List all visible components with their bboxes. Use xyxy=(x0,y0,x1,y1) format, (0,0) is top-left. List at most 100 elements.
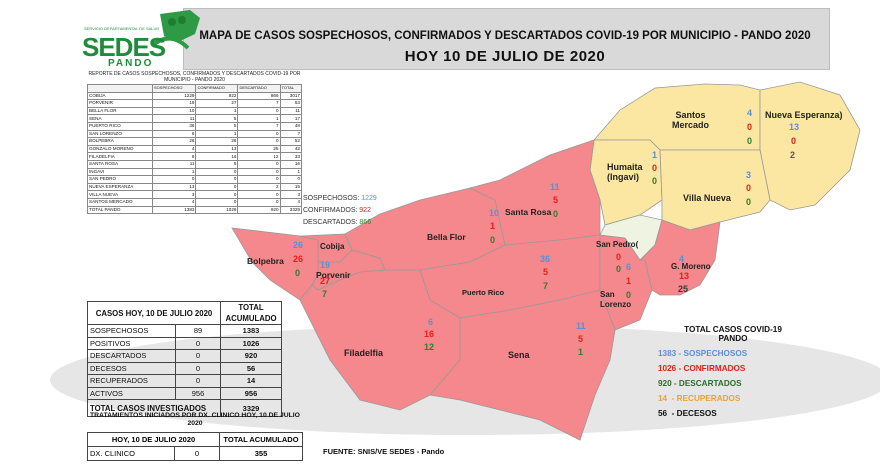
humaita-descartados: 0 xyxy=(652,176,658,186)
sanlorenzo-confirmados: 1 xyxy=(626,276,632,286)
table-row: DESCARTADOS 0 920 xyxy=(87,349,282,363)
table-row: TOTAL PANDO 1383 1026 920 3329 xyxy=(87,205,302,215)
table-header: HOY, 10 DE JULIO 2020 TOTAL ACUMULADO xyxy=(87,432,303,447)
region-g-moreno[interactable] xyxy=(639,219,721,296)
bolpebra-confirmados: 26 xyxy=(293,254,304,264)
puertorico-confirmados: 5 xyxy=(543,267,549,277)
cobija-legend-descartados: DESCARTADOS: 866 xyxy=(303,219,372,226)
legend-item: 1026 - CONFIRMADOS xyxy=(658,364,746,373)
label-filadelfia: Filadelfia xyxy=(344,348,384,358)
table-row: SENA 11 5 1 17 xyxy=(87,114,302,123)
report-table: REPORTE DE CASOS SOSPECHOSOS, CONFIRMADO… xyxy=(87,71,302,215)
table-header: SOSPECHOSO CONFIRMADO DESCARTADO TOTAL xyxy=(87,84,302,93)
map-title: MAPA DE CASOS SOSPECHOSOS, CONFIRMADOS Y… xyxy=(199,30,811,42)
treatment-title: TRATAMIENTOS INICIADOS POR DX. CLINICO H… xyxy=(90,412,300,427)
label-humaita: Humaita (Ingavi) xyxy=(607,162,643,182)
bellaflor-sospechosos: 10 xyxy=(489,208,500,218)
table-row: NUEVA ESPERANZA 13 0 2 15 xyxy=(87,182,302,192)
table-row: DECESOS 0 56 xyxy=(87,361,282,375)
bolpebra-descartados: 0 xyxy=(295,268,301,278)
region-nueva-esperanza[interactable] xyxy=(759,81,861,211)
table-row: SANTOS MERCADO 4 0 0 4 xyxy=(87,197,302,207)
villanueva-descartados: 0 xyxy=(746,197,752,207)
logo-sub: PANDO xyxy=(108,58,154,69)
sedes-logo: SERVICIO DEPARTAMENTAL DE SALUD SEDES PA… xyxy=(60,8,210,70)
sena-descartados: 1 xyxy=(578,347,584,357)
label-bolpebra: Bolpebra xyxy=(247,256,284,266)
region-filadelfia[interactable] xyxy=(299,269,461,411)
sanpedro-confirmados: 0 xyxy=(616,252,622,262)
table-row: VILLA NUEVA 3 0 0 3 xyxy=(87,190,302,199)
report-table-grid: SOSPECHOSO CONFIRMADO DESCARTADO TOTAL C… xyxy=(87,84,302,215)
region-sena[interactable] xyxy=(429,289,616,441)
legend-item: 920 - DESCARTADOS xyxy=(658,379,742,388)
label-nueva-esperanza: Nueva Esperanza) xyxy=(765,110,843,120)
porvenir-confirmados: 27 xyxy=(320,276,331,286)
table-row: SAN PEDRO 0 0 0 0 xyxy=(87,175,302,184)
santosmercado-descartados: 0 xyxy=(747,136,753,146)
totals-legend-title: TOTAL CASOS COVID-19 xyxy=(684,325,782,334)
label-cobija: Cobija xyxy=(320,242,345,251)
sena-confirmados: 5 xyxy=(578,334,584,344)
label-santos-mercado: Santos Mercado xyxy=(672,110,710,130)
table-row: RECUPERADOS 0 14 xyxy=(87,374,282,388)
sanlorenzo-sospechosos: 6 xyxy=(626,262,632,272)
table-row: SANTA ROSA 11 5 0 16 xyxy=(87,159,302,169)
sena-sospechosos: 11 xyxy=(576,321,586,331)
filadelfia-confirmados: 16 xyxy=(424,329,435,339)
gmoreno-descartados: 25 xyxy=(678,284,689,294)
label-san-lorenzo: San Lorenzo xyxy=(600,290,632,309)
region-santa-rosa[interactable] xyxy=(468,139,601,246)
table-row: SAN LORENZO 6 1 0 7 xyxy=(87,129,302,139)
nuevaesperanza-sospechosos: 13 xyxy=(789,122,800,132)
gmoreno-sospechosos: 4 xyxy=(679,254,685,264)
table-row: COBIJA 1229 922 866 3017 xyxy=(87,91,302,101)
today-cases-table: CASOS HOY, 10 DE JULIO 2020 TOTAL ACUMUL… xyxy=(87,301,282,417)
puertorico-sospechosos: 36 xyxy=(540,254,551,264)
logo-figures-icon xyxy=(150,10,200,50)
label-porvenir: Porvenir xyxy=(316,270,351,280)
santarosa-sospechosos: 11 xyxy=(550,182,560,192)
totals-legend: TOTAL CASOS COVID-19 PANDO 1383 - SOSPEC… xyxy=(658,325,808,424)
porvenir-sospechosos: 19 xyxy=(320,260,331,270)
label-g-moreno: G. Moreno xyxy=(671,262,711,271)
report-table-title: REPORTE DE CASOS SOSPECHOSOS, CONFIRMADO… xyxy=(88,71,301,83)
cobija-legend: SOSPECHOSOS: 1229 CONFIRMADOS: 922 DESCA… xyxy=(303,195,377,226)
table-row: BELLA FLOR 10 1 0 11 xyxy=(87,106,302,116)
porvenir-descartados: 7 xyxy=(322,289,328,299)
table-row: PORVENIR 19 27 7 53 xyxy=(87,99,302,108)
humaita-confirmados: 0 xyxy=(652,163,658,173)
table-row: INGAVI 1 0 0 1 xyxy=(87,167,302,177)
table-row: DX. CLINICO 0 355 xyxy=(87,446,303,461)
table-row: ACTIVOS 956 956 xyxy=(87,386,282,400)
legend-item: 1383 - SOSPECHOSOS xyxy=(658,349,748,358)
table-row-total: TOTAL CASOS INVESTIGADOS 3329 xyxy=(87,399,282,417)
bolpebra-sospechosos: 26 xyxy=(293,240,304,250)
treatment-table: HOY, 10 DE JULIO 2020 TOTAL ACUMULADO DX… xyxy=(87,432,303,461)
map-date: HOY 10 DE JULIO DE 2020 xyxy=(404,48,606,65)
nuevaesperanza-confirmados: 0 xyxy=(791,136,797,146)
label-san-pedro: San Pedro( xyxy=(596,240,639,249)
cobija-legend-sospechosos: SOSPECHOSOS: 1229 xyxy=(303,195,377,202)
cobija-legend-confirmados: CONFIRMADOS: 922 xyxy=(303,207,371,214)
logo-tagline: SERVICIO DEPARTAMENTAL DE SALUD xyxy=(84,26,160,31)
logo-name: SEDES xyxy=(82,32,166,62)
gmoreno-confirmados: 13 xyxy=(679,271,690,281)
santosmercado-confirmados: 0 xyxy=(747,122,753,132)
table-row: FILADELFIA 6 16 12 33 xyxy=(87,152,302,161)
humaita-sospechosos: 1 xyxy=(652,150,658,160)
bellaflor-descartados: 0 xyxy=(490,235,496,245)
santarosa-confirmados: 5 xyxy=(553,195,559,205)
sanpedro-descartados: 0 xyxy=(616,264,622,274)
header-banner xyxy=(183,8,830,70)
legend-item: 56 - DECESOS xyxy=(658,409,717,418)
table-header: CASOS HOY, 10 DE JULIO 2020 TOTAL ACUMUL… xyxy=(87,301,282,325)
table-row: PUERTO RICO 36 5 7 48 xyxy=(87,121,302,131)
source-note: FUENTE: SNIS/VE SEDES - Pando xyxy=(323,447,445,456)
santosmercado-sospechosos: 4 xyxy=(747,108,753,118)
table-row: POSITIVOS 0 1026 xyxy=(87,336,282,350)
puertorico-descartados: 7 xyxy=(543,281,549,291)
region-villa-nueva[interactable] xyxy=(659,149,771,231)
legend-item: 14 - RECUPERADOS xyxy=(658,394,741,403)
